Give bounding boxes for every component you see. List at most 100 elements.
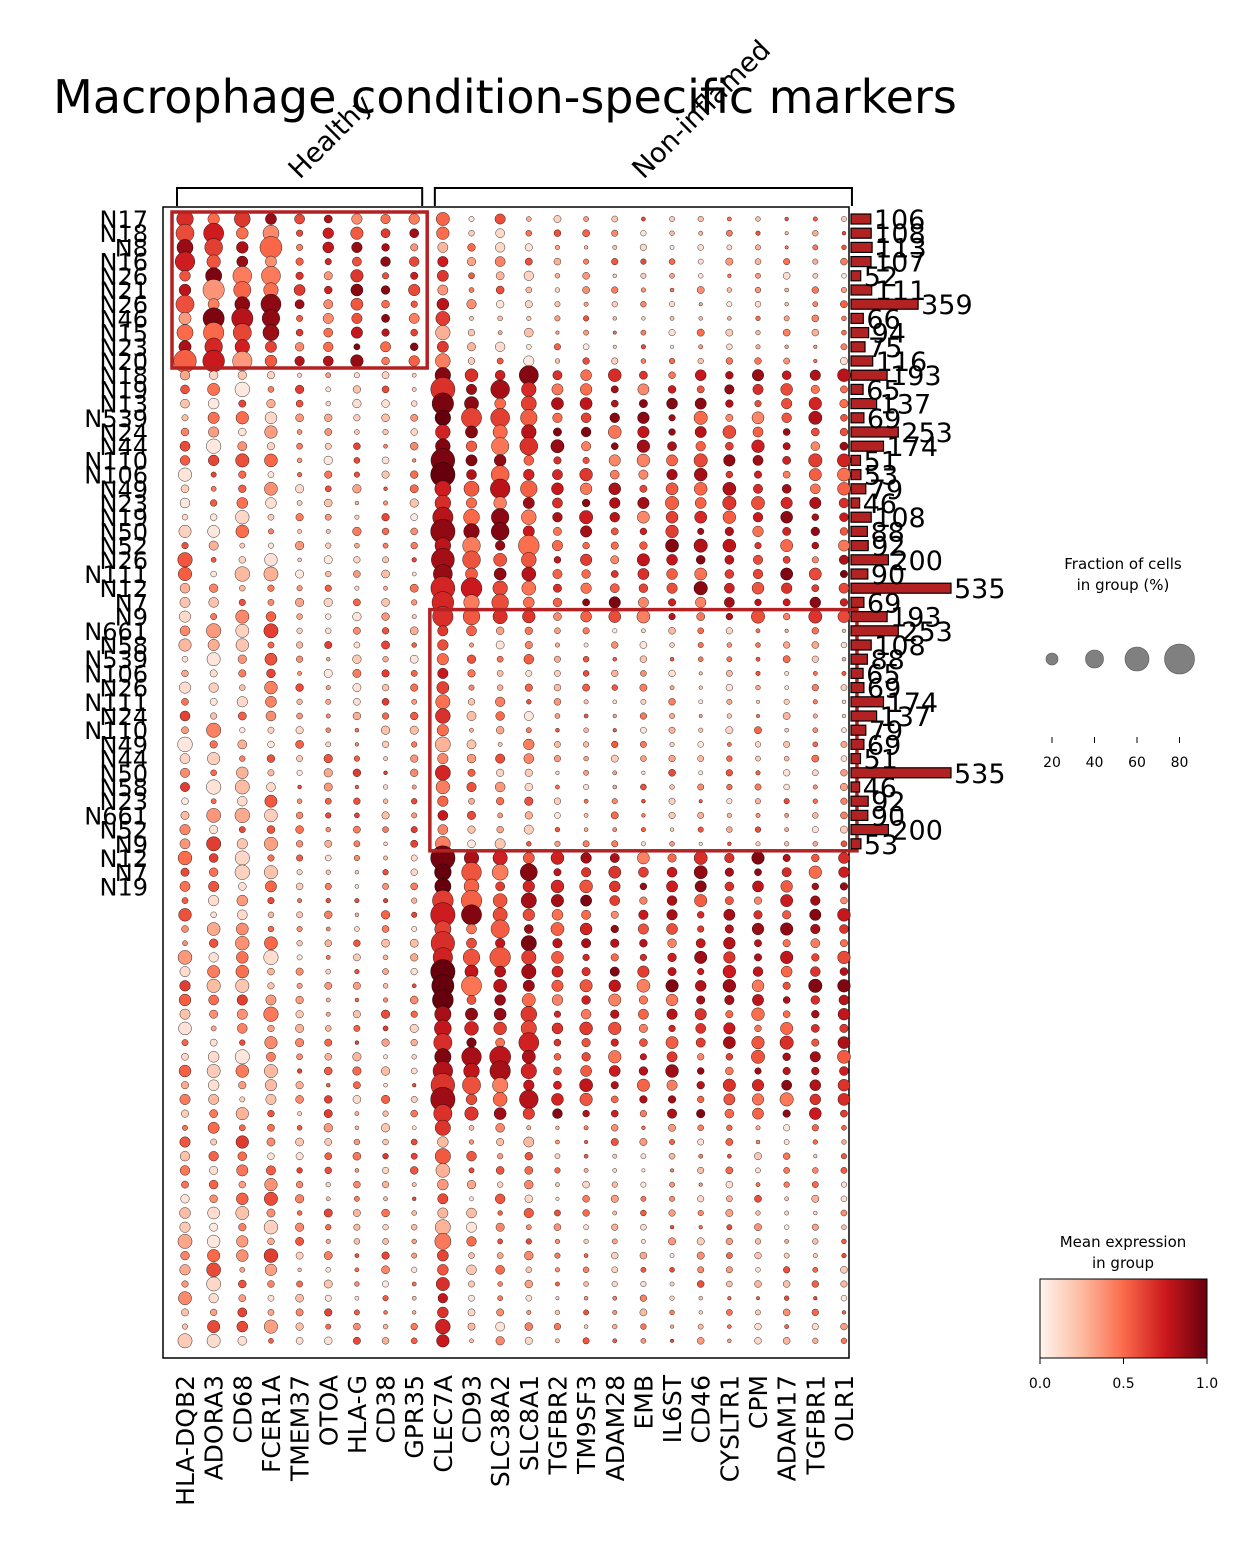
dot-r21-IL6ST	[665, 511, 679, 524]
dot-r11-IL6ST	[668, 371, 676, 379]
dot-r76-CD68	[238, 1294, 247, 1302]
dot-r71-TGFBR2	[553, 1223, 562, 1231]
dot-r7-GPR35	[408, 313, 420, 324]
dot-r19-CLEC7A	[434, 480, 452, 498]
dot-r31-HLA-DQB2	[181, 656, 189, 663]
dot-r21-ADAM28	[609, 512, 620, 523]
dot-r53-CD68	[235, 964, 249, 979]
dot-r21-TGFBR2	[552, 512, 563, 523]
dot-r24-FCER1A	[264, 553, 278, 567]
dot-r25-CYSLTR1	[724, 569, 734, 579]
dot-r22-FCER1A	[268, 528, 274, 535]
dot-r35-SLC38A2	[495, 711, 505, 721]
dot-r15-SLC38A2	[492, 424, 508, 440]
dot-r2-CD46	[697, 244, 704, 251]
dot-r33-FCER1A	[264, 680, 278, 695]
dot-r38-FCER1A	[266, 754, 276, 763]
dot-r0-CD46	[697, 215, 704, 223]
dot-r34-HLA-DQB2	[181, 698, 189, 706]
dot-r12-OTOA	[325, 386, 331, 393]
dot-r19-IL6ST	[665, 482, 679, 496]
dot-r53-EMB	[637, 965, 650, 978]
dot-r17-TGFBR2	[553, 456, 562, 465]
dot-r28-OLR1	[837, 610, 851, 623]
dot-r51-TMEM37	[296, 940, 303, 947]
dot-r30-SLC38A2	[495, 640, 505, 650]
dot-r21-OLR1	[839, 512, 849, 522]
dot-r11-CYSLTR1	[725, 371, 734, 380]
dot-r13-TGFBR1	[808, 397, 822, 411]
count-label: 535	[954, 574, 1006, 605]
dot-r51-OLR1	[840, 939, 848, 948]
dot-r17-ADAM28	[608, 454, 621, 467]
dot-r73-OLR1	[841, 1253, 847, 1259]
dot-r44-OTOA	[324, 840, 333, 848]
dot-r3-CD46	[697, 258, 704, 265]
dot-r52-SLC38A2	[489, 946, 511, 968]
dot-r79-IL6ST	[670, 1338, 675, 1343]
dot-r51-ADORA3	[209, 938, 219, 948]
dot-r38-SLC38A2	[495, 753, 506, 764]
dot-r37-CYSLTR1	[727, 742, 732, 747]
dot-r68-SLC8A1	[524, 1180, 534, 1190]
gene-label-HLA-G: HLA-G	[343, 1375, 372, 1454]
dot-r71-EMB	[640, 1224, 647, 1231]
dot-r31-IL6ST	[669, 657, 675, 662]
dot-r47-GPR35	[410, 882, 418, 891]
dot-r51-TM9SF3	[581, 938, 591, 949]
dot-r16-OLR1	[839, 441, 849, 451]
dot-r8-ADAM28	[612, 330, 617, 335]
dot-r45-GPR35	[410, 854, 418, 862]
dot-r47-SLC8A1	[522, 880, 535, 893]
dot-r29-CD68	[235, 623, 250, 638]
row-label: N539	[84, 646, 148, 674]
dot-r56-TGFBR1	[811, 1010, 820, 1019]
dot-r23-TGFBR2	[552, 540, 563, 552]
dot-r0-CD38	[380, 214, 391, 224]
dot-r41-ADORA3	[210, 798, 217, 804]
dot-r47-SLC38A2	[495, 881, 505, 892]
dot-r59-ADORA3	[207, 1051, 220, 1063]
dot-r10-HLA-G	[350, 354, 364, 368]
dot-r60-ADAM28	[609, 1065, 621, 1077]
dot-r25-CD46	[694, 567, 708, 581]
dot-r40-TGFBR1	[812, 784, 818, 790]
size-legend-dot-80	[1164, 643, 1195, 675]
dot-r63-HLA-DQB2	[181, 1109, 189, 1118]
dot-r40-CD38	[382, 784, 389, 790]
dot-r46-TMEM37	[296, 869, 303, 876]
row-label: N23	[100, 334, 149, 362]
dot-r28-TGFBR1	[808, 609, 823, 624]
dot-r27-TGFBR2	[552, 597, 563, 607]
dot-r3-OLR1	[840, 257, 848, 266]
dot-r42-SLC8A1	[524, 811, 533, 820]
dot-r72-CYSLTR1	[725, 1237, 733, 1245]
dot-r49-EMB	[638, 909, 649, 920]
dot-r15-TM9SF3	[580, 426, 592, 438]
dot-r57-IL6ST	[668, 1024, 676, 1032]
dot-r27-ADAM17	[782, 598, 791, 607]
dot-r49-TM9SF3	[581, 909, 591, 920]
dot-r3-HLA-DQB2	[175, 251, 195, 272]
count-bar	[850, 681, 865, 694]
dot-r5-CLEC7A	[437, 284, 449, 296]
dot-r47-ADAM28	[609, 880, 621, 893]
dot-r39-OLR1	[840, 769, 848, 777]
dot-r27-ADORA3	[208, 597, 219, 608]
dot-r10-OTOA	[323, 355, 334, 367]
dot-r32-ADAM28	[611, 669, 619, 677]
dot-r55-FCER1A	[265, 994, 277, 1006]
dot-r62-CPM	[752, 1093, 764, 1106]
dot-r63-TM9SF3	[582, 1109, 590, 1118]
dot-r8-TGFBR2	[555, 330, 560, 335]
dot-r40-HLA-G	[354, 784, 359, 790]
dot-r18-HLA-G	[353, 471, 360, 478]
dot-r64-HLA-DQB2	[182, 1124, 188, 1131]
dot-r79-HLA-G	[353, 1336, 361, 1345]
dot-r14-CD46	[693, 410, 708, 425]
dot-r59-TMEM37	[296, 1053, 303, 1061]
count-label: 535	[954, 759, 1006, 790]
dot-r10-TGFBR1	[813, 358, 818, 364]
dot-r52-CYSLTR1	[723, 951, 736, 964]
dot-r20-OTOA	[324, 498, 333, 508]
